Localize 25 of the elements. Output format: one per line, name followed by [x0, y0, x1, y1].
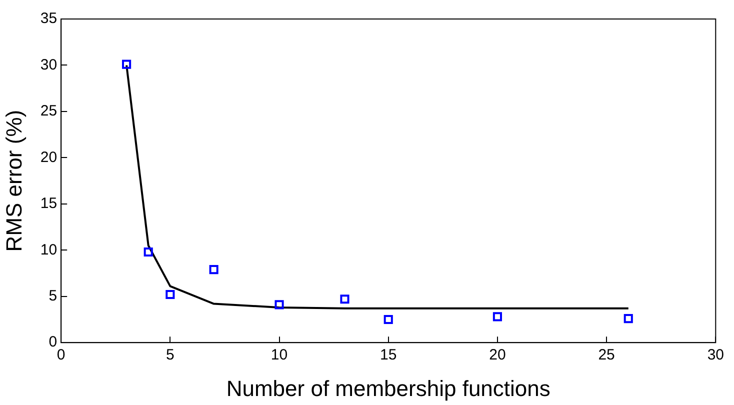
- x-tick-label: 25: [598, 346, 615, 364]
- y-tick-label: 15: [40, 195, 58, 212]
- x-tick-label: 15: [380, 346, 397, 364]
- point: [209, 265, 218, 274]
- point: [274, 300, 284, 310]
- y-tick-label: 10: [40, 241, 58, 258]
- point: [624, 314, 633, 324]
- x-tick-label: 10: [270, 346, 288, 364]
- x-tick-label: 20: [489, 346, 506, 364]
- point: [166, 290, 175, 300]
- x-tick-label: 30: [707, 346, 724, 364]
- x-tick-label: 5: [166, 346, 174, 364]
- point: [492, 312, 502, 322]
- y-tick-label: 25: [40, 102, 58, 120]
- y-tick-label: 30: [40, 56, 58, 74]
- point: [144, 247, 153, 257]
- y-axis-title: RMS error (%): [1, 110, 26, 252]
- y-tick-label: 5: [48, 288, 58, 305]
- y-tick-label: 35: [40, 10, 58, 28]
- y-tick-label: 20: [40, 148, 58, 166]
- point: [384, 314, 393, 324]
- x-axis-title: Number of membership functions: [226, 376, 550, 401]
- point: [340, 294, 350, 304]
- point: [122, 60, 132, 69]
- y-tick-label: 0: [48, 334, 58, 351]
